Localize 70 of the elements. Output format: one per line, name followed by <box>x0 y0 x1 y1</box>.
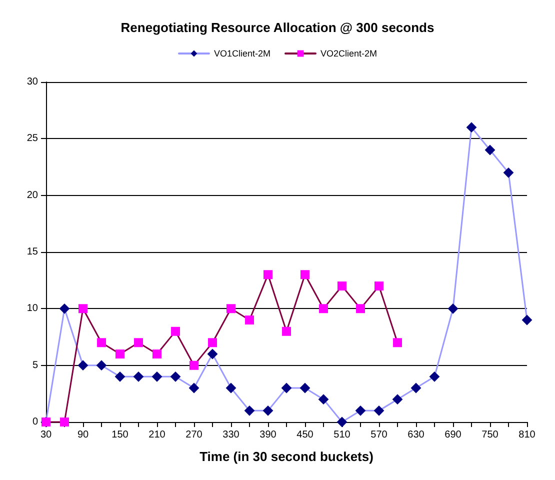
point <box>60 304 70 314</box>
point <box>115 372 125 382</box>
legend-label: VO2Client-2M <box>320 48 378 58</box>
point <box>522 315 532 325</box>
point <box>60 418 69 426</box>
x-tick-label: 630 <box>408 430 425 440</box>
point <box>189 383 199 393</box>
point <box>300 383 310 393</box>
point <box>411 383 421 393</box>
point <box>263 406 273 416</box>
point <box>116 350 124 358</box>
y-tick-label: 20 <box>26 190 38 201</box>
point <box>356 304 365 314</box>
point <box>170 372 180 382</box>
point <box>356 406 366 416</box>
point <box>97 338 106 348</box>
point <box>430 372 440 382</box>
point <box>152 372 162 382</box>
point <box>374 406 384 416</box>
y-tick-label: 10 <box>26 303 38 314</box>
point <box>78 304 88 314</box>
x-tick-label: 750 <box>482 430 499 440</box>
point <box>208 349 218 359</box>
point <box>226 304 236 314</box>
point <box>338 282 346 290</box>
y-tick-label: 0 <box>32 416 38 428</box>
point <box>392 394 402 404</box>
x-tick-label: 270 <box>186 430 203 440</box>
x-tick-label: 90 <box>77 430 89 440</box>
point <box>244 406 254 416</box>
point <box>245 316 254 324</box>
x-tick-label: 150 <box>112 430 129 440</box>
x-tick-label: 450 <box>296 430 314 440</box>
point <box>337 417 347 427</box>
x-tick-label: 570 <box>370 430 388 440</box>
y-tick-label: 30 <box>26 76 38 88</box>
point <box>152 350 162 358</box>
x-tick-label: 210 <box>148 430 166 440</box>
point <box>466 122 476 132</box>
point <box>393 338 402 348</box>
y-tick-label: 5 <box>32 360 38 371</box>
x-tick-label: 690 <box>444 430 462 440</box>
x-tick-label: 810 <box>518 430 536 440</box>
chart-title: Renegotiating Resource Allocation @ 300 seconds <box>120 20 434 35</box>
point <box>134 372 144 382</box>
point <box>300 270 310 280</box>
y-tick-label: 15 <box>26 246 38 258</box>
point <box>78 360 88 370</box>
point <box>448 304 458 314</box>
point <box>485 145 495 155</box>
y-tick-label: 25 <box>26 133 38 144</box>
x-tick-label: 390 <box>260 430 277 440</box>
point <box>282 383 292 393</box>
x-tick-label: 30 <box>40 430 52 440</box>
point <box>134 338 143 348</box>
point <box>282 326 291 336</box>
x-tick-label: 330 <box>222 430 240 440</box>
point <box>171 326 180 336</box>
point <box>504 168 514 178</box>
point <box>374 282 384 290</box>
legend-label: VO1Client-2M <box>214 48 271 58</box>
point <box>226 383 236 393</box>
point <box>190 360 198 370</box>
point <box>318 394 328 404</box>
x-axis-title: Time (in 30 second buckets) <box>200 449 374 464</box>
point <box>319 304 328 314</box>
point <box>96 360 106 370</box>
x-tick-label: 510 <box>334 430 351 440</box>
point <box>208 338 217 348</box>
point <box>264 270 272 280</box>
